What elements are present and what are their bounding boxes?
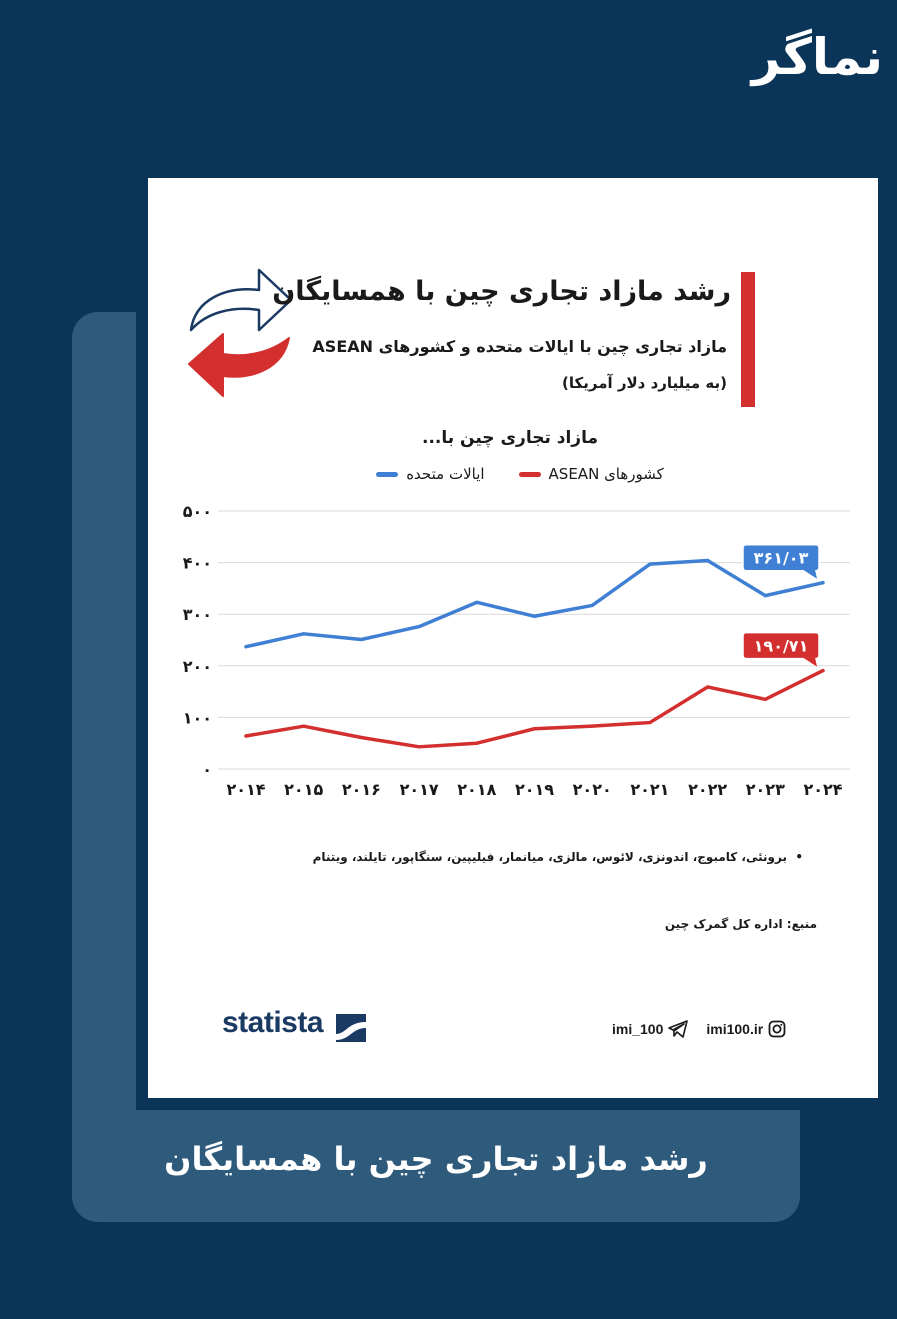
data-point-asean — [706, 685, 710, 689]
data-point-us — [763, 594, 767, 598]
legend-item-us: ایالات متحده — [376, 462, 485, 486]
statista-logo: statista — [222, 1006, 324, 1039]
data-point-us — [359, 637, 363, 642]
legend-swatch-asean — [518, 471, 541, 477]
data-point-asean — [302, 724, 306, 728]
instagram-handle: imi100.ir — [706, 1021, 764, 1037]
exchange-arrows-icon — [188, 268, 293, 397]
data-point-us — [532, 614, 537, 618]
x-tick-label: ۲۰۲۴ — [803, 780, 842, 799]
data-point-us — [821, 581, 825, 585]
chart-title: مازاد تجاری چین با... — [421, 428, 599, 448]
source-note: منبع: اداره کل گمرک چین — [664, 917, 817, 931]
x-tick-label: ۲۰۱۷ — [400, 780, 439, 799]
x-tick-label: ۲۰۲۱ — [630, 780, 669, 799]
data-point-asean — [244, 734, 248, 738]
legend-label-asean: کشورهای ASEAN — [548, 465, 664, 483]
legend-item-asean: کشورهای ASEAN — [518, 462, 664, 486]
telegram-handle: imi_100 — [612, 1021, 664, 1037]
data-point-us — [244, 645, 248, 649]
data-point-asean — [532, 727, 537, 731]
x-tick-label: ۲۰۱۸ — [457, 780, 496, 799]
social-links: imi_100 imi100.ir — [612, 1020, 786, 1038]
x-tick-label: ۲۰۱۴ — [226, 780, 265, 799]
y-tick-label: ۲۰۰ — [183, 657, 212, 676]
series-line-asean — [244, 668, 825, 749]
end-label-box-us — [742, 543, 820, 572]
legend-label-us: ایالات متحده — [406, 465, 485, 483]
infographic-title: رشد مازاد تجاری چین با همسایگان — [272, 276, 731, 307]
x-tick-label: ۲۰۲۰ — [573, 780, 612, 799]
instagram-link[interactable]: imi100.ir — [706, 1020, 786, 1038]
data-point-asean — [648, 720, 652, 725]
data-point-us — [417, 624, 421, 629]
instagram-icon — [768, 1020, 786, 1038]
y-tick-label: ۱۰۰ — [183, 708, 212, 727]
data-point-us — [590, 603, 594, 608]
series-line-us — [244, 558, 825, 649]
legend-swatch-us — [376, 471, 399, 477]
caption: رشد مازاد تجاری چین با همسایگان — [164, 1140, 708, 1178]
x-tick-label: ۲۰۱۶ — [342, 780, 381, 799]
y-tick-label: ۵۰۰ — [183, 502, 212, 521]
x-tick-label: ۲۰۱۵ — [284, 780, 323, 799]
data-point-asean — [417, 745, 421, 749]
x-tick-label: ۲۰۲۲ — [688, 780, 727, 799]
data-point-asean — [821, 668, 825, 673]
infographic-subtitle: مازاد تجاری چین با ایالات متحده و کشورها… — [312, 337, 727, 356]
chart-legend: کشورهای ASEAN ایالات متحده — [340, 462, 700, 486]
title-accent-bar — [741, 272, 755, 407]
data-point-asean — [359, 735, 363, 740]
x-tick-label: ۲۰۱۹ — [515, 780, 554, 799]
end-label-pointer-asean — [803, 657, 817, 667]
unit-label: (به میلیارد دلار آمریکا) — [562, 374, 727, 392]
y-tick-label: ۴۰۰ — [183, 554, 212, 573]
telegram-icon — [668, 1020, 689, 1038]
asean-countries-note: • برونئی، کامبوج، اندونزی، لائوس، مالزی،… — [312, 850, 803, 864]
data-point-us — [706, 558, 710, 563]
brand-logo: نماگر — [751, 28, 883, 86]
asean-countries-text: برونئی، کامبوج، اندونزی، لائوس، مالزی، م… — [312, 850, 787, 864]
end-label-asean: ۱۹۰/۷۱ — [754, 637, 809, 656]
data-point-asean — [475, 741, 479, 745]
statista-mark-icon — [336, 1014, 366, 1042]
telegram-link[interactable]: imi_100 — [612, 1020, 689, 1038]
data-point-asean — [590, 724, 594, 728]
y-tick-label: ۰ — [202, 760, 212, 779]
end-label-us: ۳۶۱/۰۳ — [754, 549, 809, 568]
y-tick-label: ۳۰۰ — [183, 605, 212, 624]
end-label-pointer-us — [803, 569, 817, 579]
data-point-us — [475, 600, 479, 604]
end-label-box-asean — [742, 631, 820, 660]
data-point-asean — [763, 697, 767, 701]
x-tick-label: ۲۰۲۳ — [746, 780, 785, 799]
data-point-us — [648, 562, 652, 566]
data-point-us — [302, 632, 306, 636]
